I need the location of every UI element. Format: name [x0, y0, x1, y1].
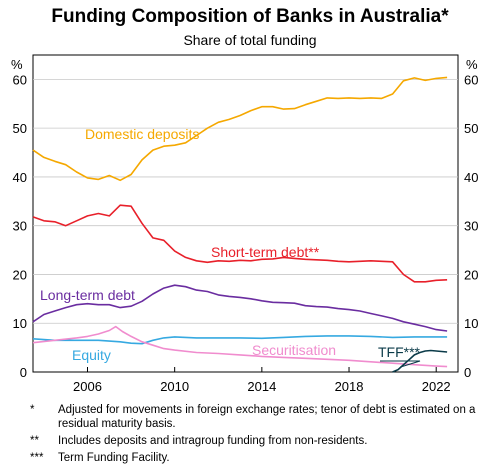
footnote-mark: * — [30, 404, 35, 416]
chart-subtitle: Share of total funding — [183, 32, 317, 48]
funding-chart: 0 0 10 10 20 20 30 30 40 40 50 50 60 60 2006 2010 2014 20… — [11, 54, 479, 394]
x-tick-label: 2022 — [422, 379, 451, 394]
y-tick-label-right: 10 — [464, 316, 478, 331]
x-tick-label: 2018 — [335, 379, 364, 394]
series-label-tff: TFF*** — [378, 344, 421, 360]
series-label-long-term-debt: Long-term debt — [40, 287, 135, 303]
y-tick-label-left: 20 — [13, 267, 27, 282]
footnote-text: Adjusted for movements in foreign exchan… — [58, 404, 476, 430]
footnote: * Adjusted for movements in foreign exch… — [30, 403, 490, 431]
series-line-short-term-debt — [32, 204, 448, 283]
series-line-long-term-debt — [32, 284, 448, 332]
footnote-text: Term Funding Facility. — [58, 452, 170, 464]
y-tick-label-left: 10 — [13, 316, 27, 331]
footnotes: * Adjusted for movements in foreign exch… — [30, 403, 490, 468]
plot-frame — [32, 54, 459, 373]
y-tick-label-right: 50 — [464, 121, 478, 136]
footnote-text: Includes deposits and intragroup funding… — [58, 435, 368, 447]
footnote-mark: *** — [30, 452, 44, 464]
y-unit-right: % — [466, 57, 478, 72]
series-label-domestic-deposits: Domestic deposits — [85, 126, 199, 142]
y-tick-label-left: 0 — [20, 365, 27, 380]
x-tick-label: 2006 — [73, 379, 102, 394]
y-tick-label-left: 50 — [13, 121, 27, 136]
footnote: *** Term Funding Facility. — [30, 451, 490, 465]
y-tick-label-right: 0 — [464, 365, 471, 380]
y-unit-left: % — [11, 57, 23, 72]
gridlines — [33, 78, 458, 324]
chart-title: Funding Composition of Banks in Australi… — [51, 6, 449, 27]
x-tick-label: 2014 — [247, 379, 276, 394]
y-tick-label-left: 60 — [13, 72, 27, 87]
y-tick-label-left: 30 — [13, 219, 27, 234]
tff-label-leader — [380, 360, 421, 368]
series-line-securitisation — [32, 325, 448, 368]
series-label-securitisation: Securitisation — [252, 342, 336, 358]
footnote-mark: ** — [30, 435, 39, 447]
series-labels: Domestic deposits Short-term debt** Long… — [40, 126, 421, 363]
x-tick-label: 2010 — [160, 379, 189, 394]
y-tick-label-right: 30 — [464, 219, 478, 234]
y-tick-label-left: 40 — [13, 170, 27, 185]
y-tick-label-right: 60 — [464, 72, 478, 87]
series-label-equity: Equity — [72, 347, 111, 363]
series-line-equity — [32, 335, 448, 345]
series-label-short-term-debt: Short-term debt** — [211, 244, 320, 260]
series-lines — [32, 76, 448, 373]
y-tick-label-right: 20 — [464, 267, 478, 282]
series-line-domestic-deposits — [32, 76, 448, 182]
y-tick-label-right: 40 — [464, 170, 478, 185]
axis-ticks: 0 0 10 10 20 20 30 30 40 40 50 50 60 60 2006 2010 2014 20… — [13, 72, 479, 394]
footnote: ** Includes deposits and intragroup fund… — [30, 434, 490, 448]
